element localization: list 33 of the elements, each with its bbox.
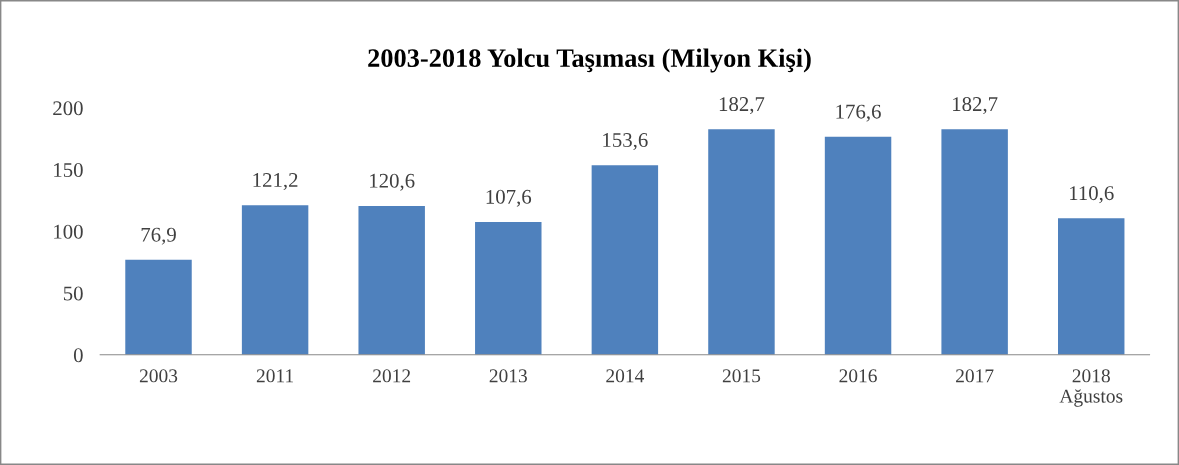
y-tick-label: 200 <box>53 101 83 116</box>
data-label: 120,6 <box>370 173 415 191</box>
x-tick-label: 2013 <box>489 369 527 383</box>
data-label: 182,7 <box>953 97 998 115</box>
bar <box>824 136 892 355</box>
data-label: 121,2 <box>253 173 298 191</box>
data-label: 110,6 <box>1070 186 1114 204</box>
data-label: 107,6 <box>486 189 532 207</box>
bar <box>708 129 775 355</box>
x-tick-label: 2017 <box>956 369 994 383</box>
y-tick-label: 0 <box>73 348 83 363</box>
y-tick-label: 100 <box>54 224 83 239</box>
chart-title: 2003-2018 Yolcu Taşıması (Milyon Kişi) <box>368 48 811 73</box>
data-label: 153,6 <box>603 133 648 151</box>
bar <box>358 205 425 355</box>
x-tick-label: 2016 <box>839 369 877 383</box>
bar <box>125 259 192 355</box>
bar <box>941 129 1008 355</box>
bar <box>1058 218 1125 355</box>
bar <box>591 165 659 355</box>
x-tick-label: 2018 Ağustos <box>1059 369 1123 407</box>
data-label: 182,7 <box>719 97 765 115</box>
x-tick-label: 2003 <box>139 369 178 383</box>
data-label: 176,6 <box>836 104 881 122</box>
y-tick-label: 150 <box>54 162 83 178</box>
y-tick-label: 50 <box>63 286 83 301</box>
data-label: 76,9 <box>141 227 176 245</box>
bar <box>241 205 309 355</box>
x-tick-label: 2012 <box>373 369 411 383</box>
x-tick-label: 2014 <box>606 369 645 383</box>
bar <box>475 221 542 355</box>
x-tick-label: 2015 <box>722 369 761 383</box>
x-tick-label: 2011 <box>256 369 294 383</box>
